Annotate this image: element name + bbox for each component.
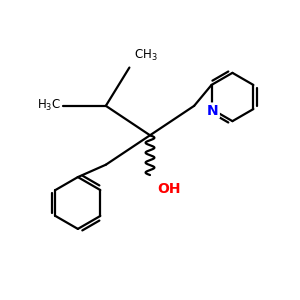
Text: H$_3$C: H$_3$C — [37, 98, 61, 113]
Text: OH: OH — [158, 182, 181, 197]
Text: CH$_3$: CH$_3$ — [134, 48, 158, 63]
Text: N: N — [207, 103, 219, 118]
